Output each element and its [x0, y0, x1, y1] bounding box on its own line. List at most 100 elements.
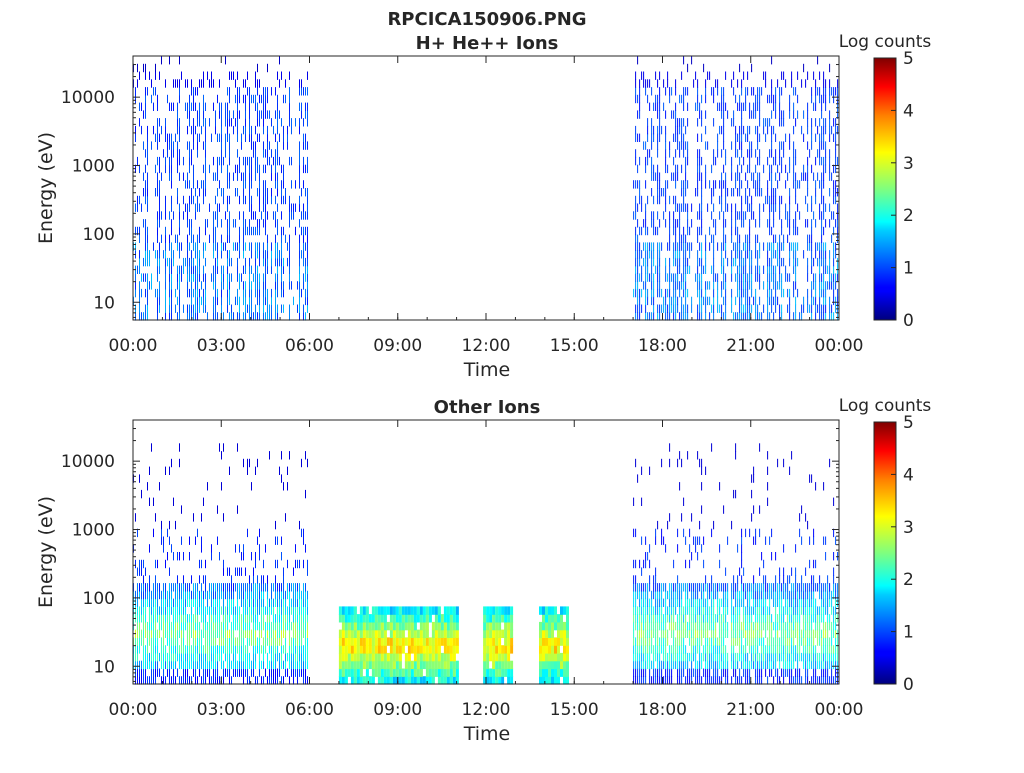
spectrogram-cell: [263, 622, 264, 630]
spectrogram-cell: [187, 219, 188, 227]
spectrogram-cell: [687, 599, 688, 607]
spectrogram-cell: [151, 591, 152, 599]
spectrogram-cell: [671, 110, 672, 118]
spectrogram-cell: [767, 305, 768, 313]
spectrogram-cell: [207, 653, 208, 661]
spectrogram-cell: [187, 79, 188, 87]
spectrogram-cell: [643, 79, 644, 87]
spectrogram-cell: [275, 630, 276, 638]
spectrogram-cell: [187, 103, 188, 111]
spectrogram-cell: [213, 614, 214, 622]
spectrogram-cell: [271, 591, 272, 599]
spectrogram-cell: [193, 637, 194, 645]
spectrogram-cell: [167, 552, 168, 560]
spectrogram-cell: [713, 258, 714, 266]
spectrogram-cell: [805, 219, 806, 227]
spectrogram-cell: [739, 289, 740, 297]
spectrogram-cell: [807, 204, 808, 212]
spectrogram-cell: [689, 242, 690, 250]
spectrogram-cell: [191, 103, 192, 111]
spectrogram-cell: [139, 281, 140, 289]
spectrogram-cell: [743, 305, 744, 313]
spectrogram-cell: [179, 312, 180, 320]
spectrogram-cell: [763, 266, 764, 274]
spectrogram-cell: [637, 110, 638, 118]
spectrogram-cell: [245, 653, 246, 661]
spectrogram-cell: [287, 258, 288, 266]
spectrogram-cell: [189, 622, 190, 630]
spectrogram-cell: [837, 95, 838, 103]
spectrogram-cell: [195, 591, 196, 599]
spectrogram-cell: [239, 196, 240, 204]
spectrogram-cell: [399, 637, 402, 645]
spectrogram-cell: [681, 630, 682, 638]
spectrogram-cell: [725, 235, 726, 243]
spectrogram-cell: [257, 312, 258, 320]
spectrogram-cell: [721, 242, 722, 250]
spectrogram-cell: [414, 606, 417, 614]
spectrogram-cell: [390, 614, 393, 622]
spectrogram-cell: [348, 661, 351, 669]
spectrogram-cell: [205, 281, 206, 289]
spectrogram-cell: [275, 134, 276, 142]
spectrogram-cell: [645, 599, 646, 607]
spectrogram-cell: [548, 606, 551, 614]
spectrogram-cell: [157, 560, 158, 568]
spectrogram-cell: [233, 645, 234, 653]
spectrogram-cell: [279, 606, 280, 614]
spectrogram-cell: [438, 637, 441, 645]
spectrogram-cell: [205, 188, 206, 196]
spectrogram-cell: [289, 219, 290, 227]
spectrogram-cell: [709, 281, 710, 289]
spectrogram-cell: [257, 134, 258, 142]
spectrogram-cell: [663, 614, 664, 622]
spectrogram-cell: [691, 637, 692, 645]
spectrogram-cell: [731, 165, 732, 173]
spectrogram-cell: [821, 273, 822, 281]
spectrogram-cell: [285, 653, 286, 661]
spectrogram-cell: [633, 529, 634, 537]
spectrogram-cell: [647, 552, 648, 560]
spectrogram-cell: [741, 273, 742, 281]
spectrogram-cell: [181, 622, 182, 630]
spectrogram-cell: [187, 258, 188, 266]
spectrogram-cell: [653, 312, 654, 320]
spectrogram-cell: [453, 630, 456, 638]
spectrogram-cell: [835, 180, 836, 188]
spectrogram-cell: [255, 614, 256, 622]
spectrogram-cell: [215, 118, 216, 126]
spectrogram-cell: [283, 591, 284, 599]
spectrogram-cell: [372, 606, 375, 614]
spectrogram-cell: [137, 157, 138, 165]
spectrogram-cell: [747, 87, 748, 95]
spectrogram-cell: [307, 622, 308, 630]
spectrogram-cell: [215, 110, 216, 118]
spectrogram-cell: [289, 211, 290, 219]
spectrogram-cell: [255, 560, 256, 568]
spectrogram-cell: [277, 118, 278, 126]
spectrogram-cell: [135, 204, 136, 212]
spectrogram-cell: [715, 79, 716, 87]
spectrogram-cell: [510, 614, 513, 622]
spectrogram-cell: [157, 661, 158, 669]
spectrogram-cell: [655, 599, 656, 607]
spectrogram-cell: [747, 165, 748, 173]
spectrogram-cell: [695, 103, 696, 111]
spectrogram-cell: [450, 669, 453, 677]
spectrogram-cell: [741, 219, 742, 227]
spectrogram-cell: [354, 645, 357, 653]
spectrogram-cell: [635, 273, 636, 281]
spectrogram-cell: [691, 606, 692, 614]
spectrogram-cell: [769, 149, 770, 157]
spectrogram-cell: [687, 227, 688, 235]
spectrogram-cell: [438, 653, 441, 661]
spectrogram-cell: [733, 87, 734, 95]
spectrogram-cell: [653, 305, 654, 313]
spectrogram-cell: [161, 537, 162, 545]
spectrogram-cell: [453, 637, 456, 645]
spectrogram-cell: [217, 134, 218, 142]
spectrogram-cell: [483, 653, 486, 661]
spectrogram-cell: [195, 250, 196, 258]
spectrogram-cell: [293, 630, 294, 638]
spectrogram-cell: [793, 227, 794, 235]
